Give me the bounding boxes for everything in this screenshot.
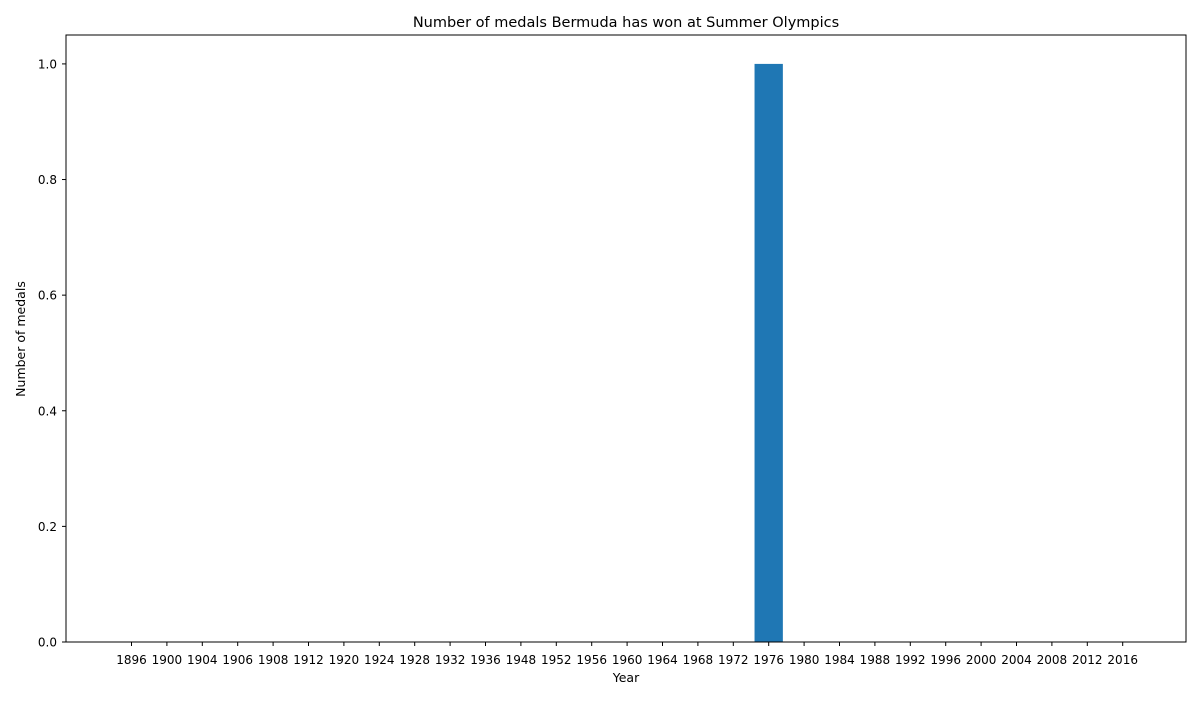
x-tick-label-2008: 2008 xyxy=(1037,653,1068,667)
chart-title: Number of medals Bermuda has won at Summ… xyxy=(413,15,839,31)
x-tick-label-1896: 1896 xyxy=(116,653,147,667)
y-tick-label-0.8: 0.8 xyxy=(38,173,57,187)
x-tick-label-1952: 1952 xyxy=(541,653,572,667)
plot-frame xyxy=(65,34,1187,643)
x-tick-label-1900: 1900 xyxy=(152,653,183,667)
x-tick-label-1980: 1980 xyxy=(789,653,820,667)
y-tick-label-1.0: 1.0 xyxy=(38,57,57,71)
y-tick-label-0.6: 0.6 xyxy=(38,289,57,303)
x-tick-label-1964: 1964 xyxy=(647,653,678,667)
x-tick-label-1920: 1920 xyxy=(329,653,360,667)
y-tick-label-0.2: 0.2 xyxy=(38,520,57,534)
y-tick-label-0.4: 0.4 xyxy=(38,404,57,418)
x-tick-label-2004: 2004 xyxy=(1001,653,1032,667)
x-tick-label-1908: 1908 xyxy=(258,653,289,667)
x-tick-label-1992: 1992 xyxy=(895,653,926,667)
x-tick-label-1968: 1968 xyxy=(683,653,714,667)
x-tick-label-1932: 1932 xyxy=(435,653,466,667)
x-tick-label-1904: 1904 xyxy=(187,653,218,667)
x-tick-label-1984: 1984 xyxy=(824,653,855,667)
x-tick-label-1912: 1912 xyxy=(293,653,324,667)
x-tick-label-1948: 1948 xyxy=(506,653,537,667)
y-tick-label-0.0: 0.0 xyxy=(38,636,57,650)
y-axis-label: Number of medals xyxy=(13,281,28,397)
bar-1976 xyxy=(754,63,783,642)
x-tick-label-1972: 1972 xyxy=(718,653,749,667)
x-tick-label-1996: 1996 xyxy=(930,653,961,667)
x-tick-label-2000: 2000 xyxy=(966,653,997,667)
x-tick-label-1960: 1960 xyxy=(612,653,643,667)
x-tick-label-1956: 1956 xyxy=(576,653,607,667)
x-tick-label-1988: 1988 xyxy=(860,653,891,667)
plot-area: 1896 1900 1904 1906 1908 1912 1920 1924 1928 1932… xyxy=(38,34,1187,667)
x-axis-label: Year xyxy=(612,670,640,685)
x-tick-label-1936: 1936 xyxy=(470,653,501,667)
x-tick-label-1906: 1906 xyxy=(222,653,253,667)
x-tick-label-1924: 1924 xyxy=(364,653,395,667)
x-tick-label-1928: 1928 xyxy=(399,653,430,667)
x-tick-label-1976: 1976 xyxy=(753,653,784,667)
x-tick-label-2016: 2016 xyxy=(1107,653,1138,667)
x-tick-label-2012: 2012 xyxy=(1072,653,1103,667)
